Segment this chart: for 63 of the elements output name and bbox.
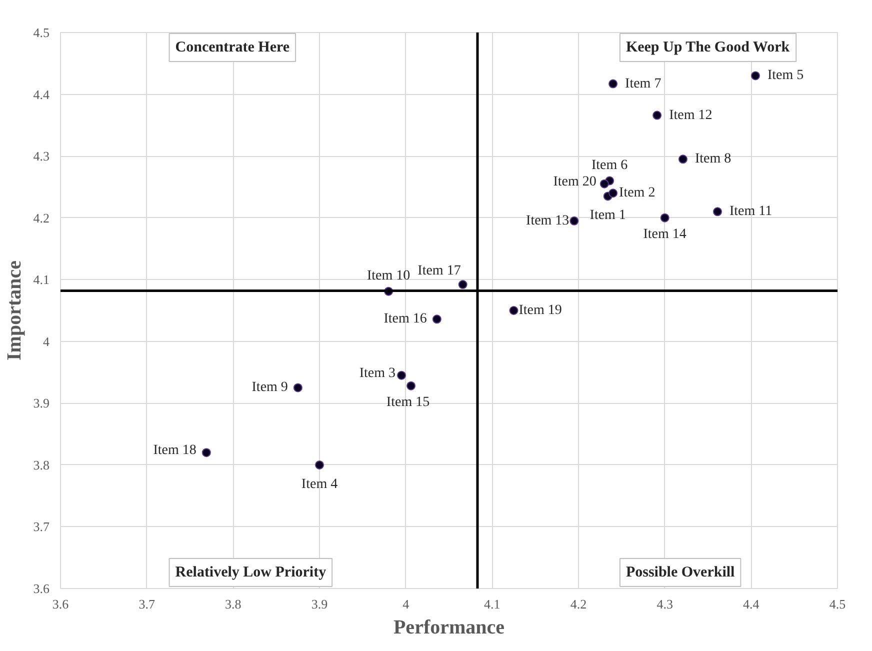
y-axis-title: Importance <box>3 260 26 360</box>
annotation: Item 3 <box>359 366 396 381</box>
y-tick-label: 4.1 <box>33 272 50 288</box>
annotation: Item 16 <box>384 312 427 327</box>
annotation: Item 11 <box>729 204 772 220</box>
x-tick-label: 4.3 <box>656 596 673 612</box>
point <box>600 179 609 188</box>
point <box>432 314 442 324</box>
annotation: Item 7 <box>625 76 662 92</box>
point <box>608 79 618 88</box>
annotation: Item 9 <box>252 380 288 396</box>
annotation: Concentrate Here <box>175 40 290 56</box>
x-tick-label: 3.9 <box>311 596 328 612</box>
x-tick-label: 4.2 <box>570 596 587 612</box>
annotation: Item 10 <box>366 268 410 284</box>
point <box>458 280 468 290</box>
y-tick-label: 4.3 <box>33 148 50 164</box>
annotation: Item 5 <box>767 68 804 84</box>
annotation: Item 2 <box>619 186 656 201</box>
annotation: Item 12 <box>669 108 712 123</box>
annotation: Item 15 <box>386 394 430 410</box>
point <box>678 154 688 164</box>
point <box>315 460 324 470</box>
x-tick-label: 4.5 <box>829 596 846 612</box>
point <box>660 213 670 222</box>
point <box>509 306 518 315</box>
point <box>570 216 579 226</box>
annotation: Item 19 <box>518 303 562 318</box>
y-tick-label: 3.8 <box>33 457 50 472</box>
y-tick-label: 3.9 <box>33 396 50 411</box>
x-axis-title: Performance <box>393 616 505 638</box>
point <box>397 370 406 380</box>
annotation: Item 6 <box>592 158 628 173</box>
x-tick-label: 4 <box>402 596 410 612</box>
annotation: Item 14 <box>643 226 686 242</box>
x-tick-label: 3.8 <box>225 596 242 612</box>
point <box>202 448 211 458</box>
y-tick-label: 4.5 <box>33 25 50 40</box>
annotation: Relatively Low Priority <box>175 564 327 580</box>
x-tick-label: 4.1 <box>484 596 500 612</box>
x-tick-label: 3.6 <box>52 596 70 612</box>
point <box>293 383 302 392</box>
x-tick-label: 4.4 <box>743 596 760 612</box>
point <box>406 381 416 390</box>
annotation: Item 18 <box>153 443 196 458</box>
point <box>750 71 760 80</box>
y-tick-label: 4 <box>43 334 50 349</box>
annotation: Item 20 <box>553 174 596 190</box>
x-tick-label: 3.7 <box>138 596 156 612</box>
annotation: Possible Overkill <box>626 564 735 580</box>
y-tick-label: 4.2 <box>33 210 50 226</box>
y-tick-label: 3.6 <box>33 581 50 596</box>
annotation: Item 13 <box>526 213 570 228</box>
y-tick-label: 3.7 <box>33 519 50 534</box>
point <box>712 207 722 216</box>
annotation: Item 4 <box>301 476 338 492</box>
annotation: Item 8 <box>694 152 732 167</box>
annotation: Item 1 <box>590 208 626 224</box>
y-tick-label: 4.4 <box>33 86 50 102</box>
point <box>652 110 662 120</box>
annotation: Item 17 <box>418 264 461 279</box>
point <box>608 188 618 198</box>
annotation: Keep Up The Good Work <box>626 40 790 56</box>
